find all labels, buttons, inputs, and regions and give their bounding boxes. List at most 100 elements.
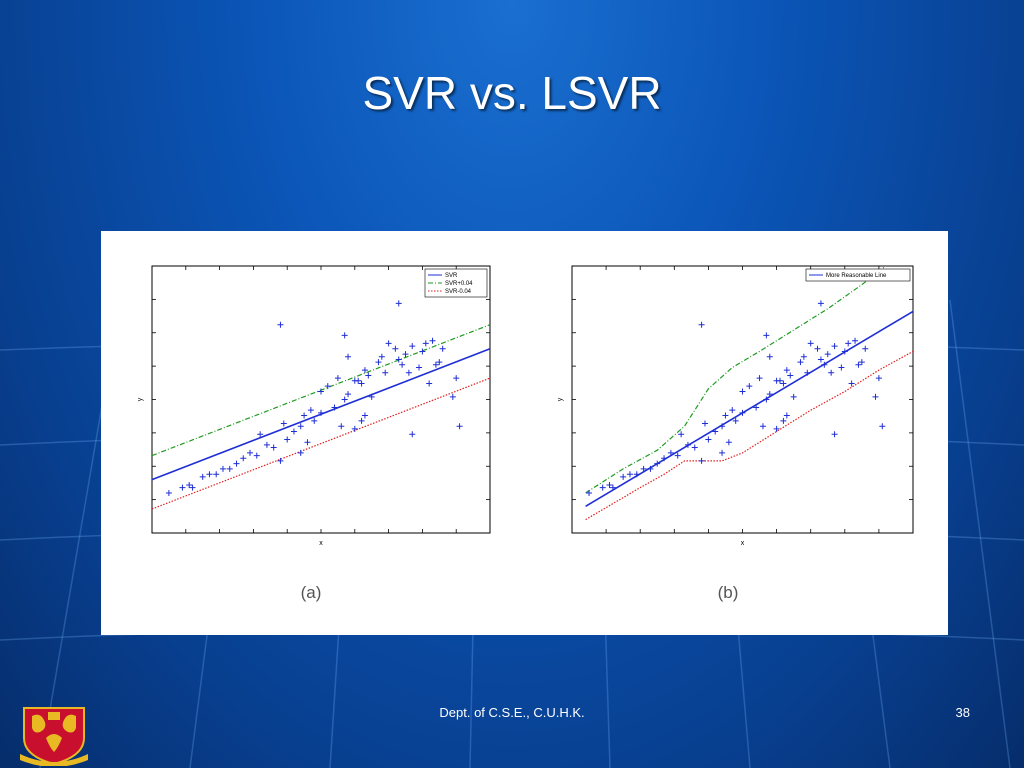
data-point (318, 409, 324, 416)
data-point (783, 367, 790, 374)
data-point (852, 337, 859, 344)
data-point (661, 455, 668, 462)
data-point (712, 428, 719, 435)
legend-label: SVR (445, 273, 458, 279)
data-point (848, 380, 855, 387)
series-group (152, 324, 490, 510)
data-point (705, 436, 712, 443)
data-point (746, 383, 753, 390)
data-point (341, 332, 348, 339)
data-point (831, 431, 838, 438)
series-group (585, 266, 913, 521)
data-point (341, 396, 348, 403)
data-point (280, 420, 287, 427)
y-axis-label: y (557, 397, 564, 401)
data-point (318, 388, 324, 395)
data-point (633, 471, 640, 478)
data-point (640, 465, 647, 472)
data-point (674, 452, 681, 459)
data-point (841, 348, 848, 355)
data-point (365, 372, 372, 379)
data-point (678, 431, 685, 438)
data-point (270, 444, 277, 451)
data-point (698, 457, 705, 464)
points-group (586, 300, 886, 496)
data-point (449, 393, 456, 400)
figure-caption: (b) (718, 583, 739, 602)
university-crest-logo (20, 707, 88, 766)
data-point (304, 439, 311, 446)
data-point (416, 364, 423, 371)
data-point (739, 388, 746, 395)
data-point (301, 412, 308, 419)
data-point (599, 484, 606, 491)
data-point (872, 393, 879, 400)
data-point (247, 449, 254, 456)
data-point (307, 407, 314, 414)
data-point (432, 361, 439, 368)
data-point (263, 441, 270, 448)
data-point (780, 417, 787, 424)
data-point (186, 481, 193, 488)
data-point (409, 431, 416, 438)
data-point (436, 359, 443, 366)
plot-b: x y More Reasonable Line (b) (557, 265, 914, 602)
data-point (199, 473, 206, 480)
plot-frame (571, 265, 914, 534)
series-line (585, 350, 913, 521)
data-point (226, 465, 233, 472)
data-point (855, 361, 862, 368)
data-point (787, 372, 794, 379)
data-point (311, 417, 318, 424)
data-point (729, 407, 736, 414)
data-point (831, 343, 838, 350)
data-point (698, 321, 705, 328)
data-point (766, 391, 773, 398)
legend-label: SVR+0.04 (445, 281, 473, 287)
data-point (355, 377, 362, 384)
data-point (233, 460, 240, 467)
data-point (719, 449, 726, 456)
legend-label: More Reasonable Line (826, 273, 887, 279)
data-point (219, 465, 226, 472)
data-point (804, 369, 811, 376)
series-line (585, 310, 913, 507)
data-point (739, 409, 746, 416)
data-point (257, 431, 264, 438)
data-point (797, 359, 804, 366)
data-point (345, 353, 352, 360)
data-point (732, 417, 739, 424)
data-point (725, 439, 732, 446)
data-point (807, 340, 814, 347)
data-point (817, 356, 824, 363)
data-point (395, 356, 402, 363)
data-point (395, 300, 402, 307)
data-point (606, 481, 613, 488)
data-point (763, 396, 770, 403)
data-point (165, 489, 172, 496)
figure-svg: x y SVR SVR+0.04 SVR-0.04 (a) x y More Reasonab… (137, 265, 914, 602)
figure-caption: (a) (301, 583, 322, 602)
data-point (345, 391, 352, 398)
data-point (609, 484, 616, 491)
data-point (361, 367, 368, 374)
data-point (780, 380, 787, 387)
data-point (419, 348, 426, 355)
figure-panel: x y SVR SVR+0.04 SVR-0.04 (a) x y More Reasonab… (101, 231, 948, 635)
data-point (405, 369, 412, 376)
plot-frame (151, 265, 491, 534)
data-point (845, 340, 852, 347)
data-point (838, 364, 845, 371)
data-point (875, 375, 882, 382)
x-axis-label: x (319, 540, 323, 547)
legend-box (805, 268, 911, 282)
data-point (351, 425, 358, 432)
data-point (399, 361, 406, 368)
slide-title: SVR vs. LSVR (362, 67, 662, 119)
series-line (585, 266, 887, 494)
data-point (213, 471, 220, 478)
data-point (179, 484, 186, 491)
data-point (402, 351, 409, 358)
data-point (783, 412, 790, 419)
data-point (879, 423, 886, 430)
